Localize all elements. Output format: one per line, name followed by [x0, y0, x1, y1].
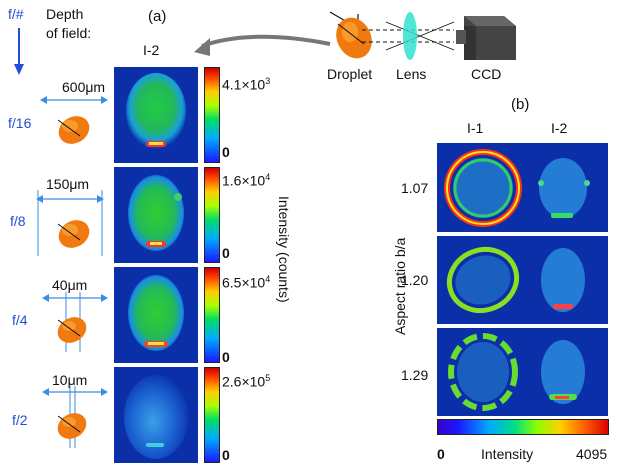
- colorbar-f16: [204, 67, 220, 163]
- colorbar-f2: [204, 367, 220, 463]
- fnumber-direction-arrow: [14, 28, 24, 75]
- panel-b-col2: I-2: [551, 120, 568, 136]
- colorbar-f8: [204, 167, 220, 263]
- setup-droplet-label: Droplet: [327, 66, 373, 82]
- aspect-ratio-3: 1.29: [401, 367, 429, 383]
- panel-a-axis-label: Intensity (counts): [276, 196, 292, 303]
- colorbar-f4: [204, 267, 220, 363]
- panel-b-colorbar-title: Intensity: [481, 446, 534, 462]
- image-f8: [114, 167, 198, 263]
- dof-header-line2: of field:: [46, 25, 92, 41]
- panel-a-label: (a): [148, 8, 167, 25]
- colorbar-max-f16: 4.1×103: [222, 76, 271, 93]
- depth-label-4: 10μm: [52, 372, 88, 388]
- image-f16: [114, 67, 198, 163]
- droplet-diagram-f4: [42, 292, 108, 352]
- panel-b-col1: I-1: [467, 120, 484, 136]
- colorbar-min-f2: 0: [222, 447, 230, 463]
- panel-a-column-title: I-2: [143, 42, 160, 58]
- panel-b-label: (b): [511, 96, 530, 113]
- fnumber-label-2: f/8: [10, 213, 26, 229]
- fnumber-label-4: f/2: [12, 412, 28, 428]
- panel-b-colorbar-min: 0: [437, 446, 445, 462]
- colorbar-min-f16: 0: [222, 144, 230, 160]
- panel-b-colorbar-max: 4095: [576, 446, 608, 462]
- colorbar-max-f4: 6.5×104: [222, 274, 271, 291]
- aspect-ratio-1: 1.07: [401, 180, 429, 196]
- fnumber-label-3: f/4: [12, 312, 28, 328]
- droplet-setup-icon: [336, 12, 516, 60]
- droplet-diagram-f8: [36, 190, 104, 256]
- depth-label-1: 600μm: [62, 79, 106, 95]
- setup-ccd-label: CCD: [471, 66, 502, 82]
- colorbar-min-f8: 0: [222, 245, 230, 261]
- droplet-diagram-f2: [42, 386, 108, 448]
- droplet-diagram-f16: [40, 96, 108, 144]
- image-b-row3: [437, 328, 608, 416]
- colorbar-min-f4: 0: [222, 349, 230, 365]
- colorbar-max-f8: 1.6×104: [222, 172, 271, 189]
- colorbar-max-f2: 2.6×105: [222, 373, 271, 390]
- image-f4: [114, 267, 198, 363]
- fnumber-header: f/#: [8, 6, 24, 22]
- aspect-ratio-2: 1.20: [401, 272, 429, 288]
- image-f2: [114, 367, 198, 463]
- image-b-row1: [437, 143, 608, 232]
- image-b-row2: [437, 236, 608, 324]
- fnumber-label-1: f/16: [8, 115, 32, 131]
- depth-label-2: 150μm: [46, 176, 90, 192]
- panel-b-colorbar: [437, 419, 609, 435]
- dof-header-line1: Depth: [46, 6, 84, 22]
- depth-label-3: 40μm: [52, 277, 88, 293]
- setup-lens-label: Lens: [396, 66, 427, 82]
